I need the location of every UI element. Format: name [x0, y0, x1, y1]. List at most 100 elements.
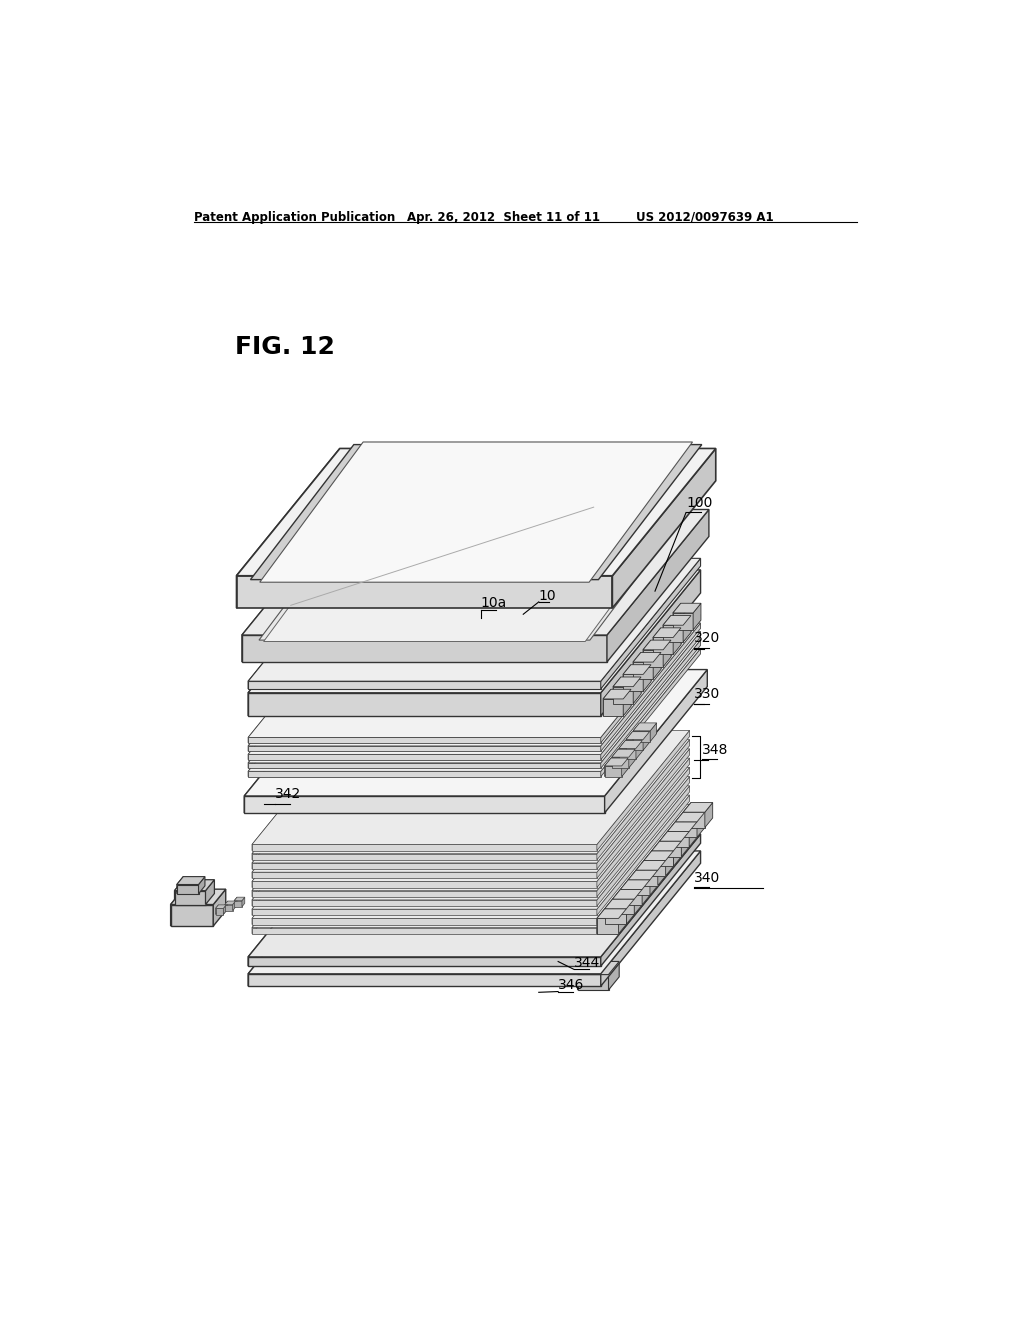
- Polygon shape: [252, 767, 345, 887]
- Polygon shape: [252, 845, 597, 850]
- Polygon shape: [673, 603, 681, 630]
- Polygon shape: [248, 558, 348, 689]
- Polygon shape: [601, 615, 700, 743]
- Polygon shape: [675, 812, 705, 822]
- Polygon shape: [171, 904, 213, 927]
- Polygon shape: [643, 665, 651, 692]
- Polygon shape: [242, 510, 709, 635]
- Polygon shape: [252, 863, 597, 869]
- Polygon shape: [252, 730, 689, 845]
- Polygon shape: [252, 758, 689, 873]
- Polygon shape: [232, 902, 236, 911]
- Polygon shape: [237, 449, 340, 609]
- Polygon shape: [621, 879, 650, 890]
- Polygon shape: [605, 908, 627, 924]
- Polygon shape: [248, 834, 700, 957]
- Polygon shape: [633, 723, 640, 742]
- Polygon shape: [252, 900, 597, 906]
- Polygon shape: [604, 669, 708, 813]
- Text: 342: 342: [275, 787, 301, 801]
- Polygon shape: [248, 851, 700, 974]
- Polygon shape: [601, 631, 700, 760]
- Polygon shape: [259, 504, 692, 640]
- Polygon shape: [245, 669, 708, 796]
- Polygon shape: [248, 570, 348, 715]
- Polygon shape: [611, 758, 629, 768]
- Polygon shape: [248, 631, 700, 755]
- Polygon shape: [675, 812, 683, 837]
- Polygon shape: [199, 876, 205, 894]
- Polygon shape: [177, 876, 183, 894]
- Polygon shape: [636, 870, 657, 886]
- Polygon shape: [237, 449, 716, 576]
- Polygon shape: [644, 851, 652, 876]
- Polygon shape: [248, 974, 601, 986]
- Polygon shape: [597, 813, 689, 933]
- Polygon shape: [627, 899, 634, 924]
- Polygon shape: [248, 631, 348, 760]
- Polygon shape: [653, 628, 660, 655]
- Polygon shape: [652, 841, 681, 851]
- Polygon shape: [683, 803, 691, 828]
- Polygon shape: [225, 902, 227, 911]
- Polygon shape: [597, 758, 689, 878]
- Polygon shape: [689, 822, 697, 847]
- Polygon shape: [177, 884, 199, 894]
- Polygon shape: [252, 767, 689, 882]
- Polygon shape: [683, 812, 705, 828]
- Polygon shape: [650, 870, 657, 895]
- Text: 330: 330: [693, 688, 720, 701]
- Polygon shape: [693, 603, 701, 630]
- Polygon shape: [612, 890, 621, 915]
- Polygon shape: [174, 891, 206, 904]
- Polygon shape: [248, 834, 348, 966]
- Polygon shape: [653, 638, 673, 655]
- Polygon shape: [663, 615, 671, 642]
- Polygon shape: [643, 649, 664, 667]
- Polygon shape: [605, 899, 634, 908]
- Polygon shape: [666, 851, 674, 876]
- Polygon shape: [248, 738, 601, 743]
- Text: 10: 10: [539, 589, 556, 603]
- Text: Patent Application Publication: Patent Application Publication: [194, 211, 395, 224]
- Polygon shape: [252, 785, 345, 906]
- Polygon shape: [618, 748, 636, 759]
- Polygon shape: [643, 640, 651, 667]
- Polygon shape: [668, 822, 697, 832]
- Polygon shape: [683, 615, 691, 642]
- Polygon shape: [248, 957, 601, 966]
- Polygon shape: [597, 739, 689, 859]
- Polygon shape: [668, 832, 689, 847]
- Polygon shape: [223, 906, 226, 915]
- Polygon shape: [252, 928, 597, 933]
- Polygon shape: [263, 503, 687, 642]
- Polygon shape: [653, 652, 662, 678]
- Polygon shape: [612, 899, 634, 915]
- Text: 320: 320: [693, 631, 720, 645]
- Polygon shape: [252, 813, 689, 928]
- Polygon shape: [673, 603, 701, 612]
- Polygon shape: [601, 640, 700, 768]
- Polygon shape: [659, 832, 668, 857]
- Polygon shape: [248, 851, 348, 986]
- Polygon shape: [601, 570, 700, 715]
- Polygon shape: [626, 731, 649, 739]
- Polygon shape: [248, 746, 601, 751]
- Polygon shape: [248, 648, 348, 776]
- Polygon shape: [252, 891, 597, 896]
- Polygon shape: [674, 841, 681, 866]
- Polygon shape: [597, 767, 689, 887]
- Polygon shape: [601, 648, 700, 776]
- Polygon shape: [248, 570, 700, 693]
- Polygon shape: [618, 741, 642, 748]
- Polygon shape: [604, 758, 628, 766]
- Polygon shape: [601, 623, 700, 751]
- Polygon shape: [673, 612, 693, 630]
- Polygon shape: [652, 841, 659, 866]
- Polygon shape: [624, 689, 631, 715]
- Polygon shape: [252, 748, 689, 863]
- Text: FIG. 12: FIG. 12: [234, 335, 335, 359]
- Polygon shape: [252, 739, 345, 859]
- Polygon shape: [248, 755, 601, 760]
- Text: US 2012/0097639 A1: US 2012/0097639 A1: [636, 211, 773, 224]
